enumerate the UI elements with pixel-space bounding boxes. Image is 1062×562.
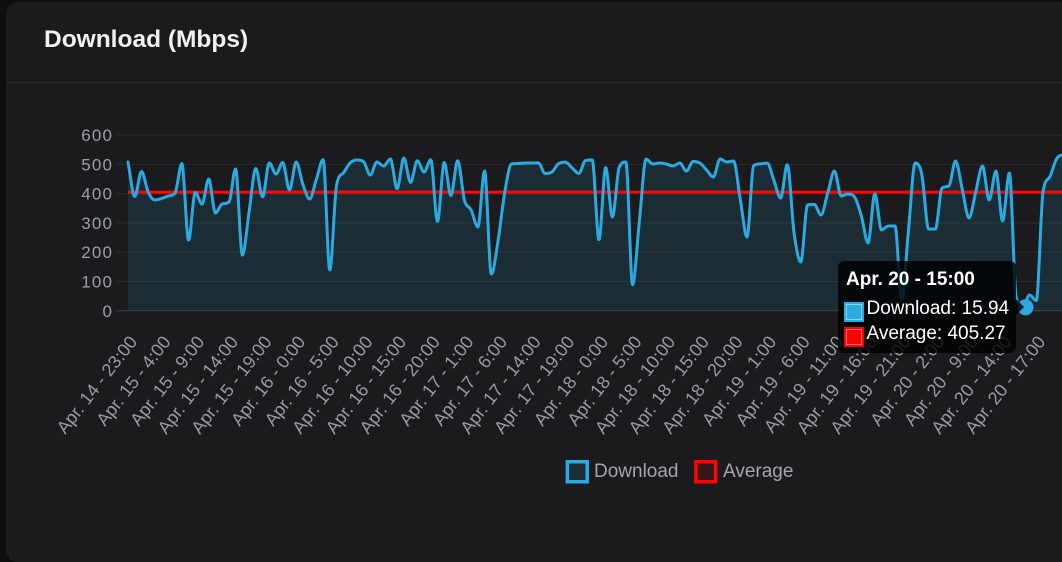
svg-text:600: 600 [81, 126, 113, 145]
svg-text:300: 300 [81, 214, 113, 233]
svg-text:0: 0 [103, 302, 114, 321]
svg-text:Download: Download [594, 461, 679, 482]
svg-text:100: 100 [81, 273, 113, 292]
svg-text:500: 500 [81, 155, 113, 174]
svg-text:400: 400 [81, 185, 113, 204]
svg-text:200: 200 [81, 243, 113, 262]
svg-text:Average: Average [723, 461, 793, 482]
